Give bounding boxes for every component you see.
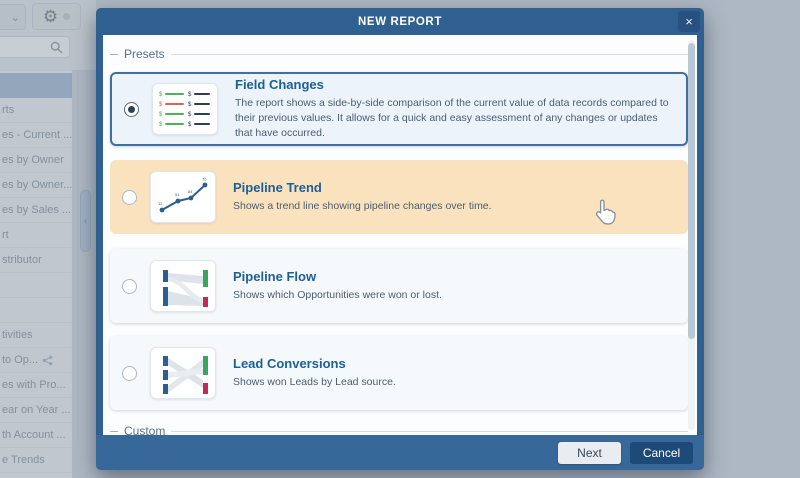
panel-splitter-line bbox=[77, 70, 78, 445]
svg-text:12: 12 bbox=[158, 201, 163, 206]
sidebar-item[interactable]: ear on Year ... bbox=[0, 398, 72, 423]
close-icon: × bbox=[685, 14, 693, 29]
svg-text:51: 51 bbox=[175, 192, 180, 197]
svg-text:$: $ bbox=[188, 92, 192, 98]
new-report-dialog: NEW REPORT × Presets $ $ $ $ $ $ $ bbox=[96, 8, 704, 470]
preset-description: Shows which Opportunities were won or lo… bbox=[233, 288, 442, 301]
search-icon bbox=[50, 41, 63, 53]
preset-option-lead-conversions[interactable]: Lead Conversions Shows won Leads by Lead… bbox=[110, 336, 688, 410]
sidebar-item[interactable]: e Trends bbox=[0, 448, 72, 473]
preset-title: Pipeline Flow bbox=[233, 268, 317, 284]
svg-text:$: $ bbox=[159, 102, 163, 108]
next-button[interactable]: Next bbox=[558, 441, 621, 464]
sidebar-item[interactable]: stributor bbox=[0, 248, 72, 273]
svg-text:$: $ bbox=[188, 102, 192, 108]
chevron-left-icon: ‹ bbox=[83, 215, 88, 227]
svg-text:$: $ bbox=[159, 112, 163, 118]
sidebar-item[interactable]: es by Owner... bbox=[0, 173, 72, 198]
radio-field-changes[interactable] bbox=[124, 101, 139, 117]
dialog-scrollbar-thumb[interactable] bbox=[688, 43, 695, 339]
svg-text:76: 76 bbox=[202, 177, 207, 182]
dialog-title: NEW REPORT bbox=[358, 15, 442, 28]
svg-text:$: $ bbox=[188, 112, 192, 118]
share-icon bbox=[42, 355, 53, 365]
preset-description: Shows a trend line showing pipeline chan… bbox=[233, 199, 492, 212]
svg-text:84: 84 bbox=[188, 189, 193, 194]
radio-pipeline-flow[interactable] bbox=[122, 278, 137, 294]
radio-lead-conversions[interactable] bbox=[122, 365, 137, 381]
preset-description: The report shows a side-by-side comparis… bbox=[235, 96, 669, 140]
dialog-header: NEW REPORT × bbox=[96, 8, 704, 35]
svg-text:$: $ bbox=[159, 122, 163, 128]
chevron-down-icon: ⌄ bbox=[10, 11, 20, 24]
preset-option-field-changes[interactable]: $ $ $ $ $ $ $ $ Field Changes The report… bbox=[110, 72, 688, 146]
gear-dot-icon bbox=[63, 13, 71, 20]
cancel-button[interactable]: Cancel bbox=[630, 441, 693, 464]
gear-icon: ⚙ bbox=[42, 7, 59, 26]
lead-conversions-icon bbox=[163, 356, 208, 394]
field-changes-icon: $ $ $ $ $ $ $ $ bbox=[159, 92, 210, 128]
sidebar-item[interactable] bbox=[0, 298, 72, 323]
pipeline-trend-icon: 12 51 84 76 bbox=[158, 177, 208, 213]
sidebar-selected-item[interactable] bbox=[0, 73, 72, 98]
dialog-footer: Next Cancel bbox=[96, 435, 704, 470]
settings-button[interactable]: ⚙ bbox=[32, 3, 81, 30]
sidebar-item[interactable] bbox=[0, 273, 72, 298]
sidebar-item[interactable]: rt bbox=[0, 223, 72, 248]
panel-collapse-handle[interactable]: ‹ bbox=[80, 190, 91, 252]
sidebar-item[interactable]: to Op... bbox=[0, 348, 72, 373]
close-button[interactable]: × bbox=[678, 11, 700, 32]
background-dropdown[interactable]: ⌄ bbox=[0, 4, 26, 30]
preset-description: Shows won Leads by Lead source. bbox=[233, 375, 396, 388]
preset-title: Field Changes bbox=[235, 76, 324, 92]
sidebar-item[interactable]: rts bbox=[0, 98, 72, 123]
preset-title: Pipeline Trend bbox=[233, 179, 322, 195]
preset-option-pipeline-flow[interactable]: Pipeline Flow Shows which Opportunities … bbox=[110, 249, 688, 323]
preset-option-pipeline-trend[interactable]: 12 51 84 76 Pipeline Trend Shows a trend… bbox=[110, 160, 688, 234]
sidebar-item[interactable]: es by Sales ... bbox=[0, 198, 72, 223]
reports-sidebar: rts es - Current ... es by Owner es by O… bbox=[0, 70, 72, 478]
background-topbar: ⌄ ⚙ bbox=[0, 0, 96, 70]
svg-text:$: $ bbox=[159, 92, 163, 98]
presets-label: Presets bbox=[124, 47, 165, 61]
radio-pipeline-trend[interactable] bbox=[122, 189, 137, 205]
dialog-body: Presets $ $ $ $ $ $ $ $ Field Changes bbox=[103, 35, 697, 435]
sidebar-item[interactable]: es - Current ... bbox=[0, 123, 72, 148]
custom-section-header: Custom bbox=[110, 424, 688, 435]
sidebar-item[interactable]: es by Owner bbox=[0, 148, 72, 173]
search-input[interactable] bbox=[0, 36, 70, 58]
sidebar-item[interactable]: es with Pro... bbox=[0, 373, 72, 398]
pipeline-flow-icon bbox=[163, 270, 208, 307]
sidebar-item[interactable]: tivities bbox=[0, 323, 72, 348]
svg-text:$: $ bbox=[188, 122, 192, 128]
hand-cursor bbox=[593, 198, 617, 233]
presets-section-header: Presets bbox=[110, 47, 688, 61]
sidebar-item[interactable]: th Account ... bbox=[0, 423, 72, 448]
preset-title: Lead Conversions bbox=[233, 355, 346, 371]
custom-label: Custom bbox=[124, 424, 166, 435]
